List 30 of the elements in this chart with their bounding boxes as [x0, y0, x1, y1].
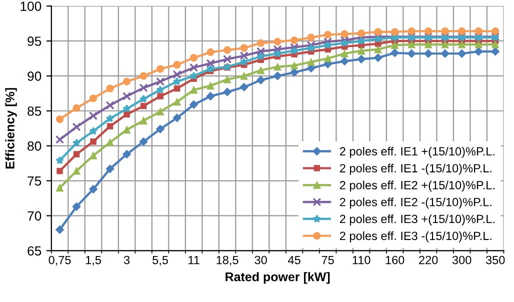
y-tick-label: 70 [28, 211, 42, 221]
y-axis-title: Efficiency [%] [5, 88, 17, 168]
y-tick-label: 75 [28, 176, 42, 186]
x-tick-label: 220 [419, 256, 438, 264]
y-tick-label: 80 [28, 141, 42, 151]
x-tick-label: 45 [288, 256, 300, 264]
x-tick-label: 350 [486, 256, 505, 264]
legend-label: 2 poles eff. IE3 +(15/10)%P.L. [340, 214, 494, 226]
legend-label: 2 poles eff. IE1 +(15/10)%P.L. [340, 146, 494, 158]
x-tick-label: 110 [352, 256, 370, 264]
x-tick-label: 11 [188, 256, 200, 264]
legend-label: 2 poles eff. IE2 -(15/10)%P.L. [340, 198, 492, 209]
x-tick-label: 3 [124, 256, 130, 264]
y-tick-label: 100 [20, 2, 42, 11]
x-tick-label: 1,5 [86, 256, 101, 266]
x-tick-label: 300 [452, 256, 472, 264]
x-tick-label: 30 [254, 256, 267, 264]
x-tick-label: 0,75 [48, 256, 71, 266]
y-tick-label: 95 [28, 36, 42, 46]
legend-label: 2 poles eff. IE1 -(15/10)%P.L. [340, 164, 492, 175]
legend-label: 2 poles eff. IE2 +(15/10)%P.L. [340, 180, 494, 192]
x-axis-title: Rated power [kW] [226, 272, 330, 284]
x-tick-label: 75 [322, 256, 334, 264]
y-tick-label: 85 [28, 106, 42, 116]
x-tick-label: 5,5 [152, 256, 168, 266]
legend-label: 2 poles eff. IE3 -(15/10)%P.L. [340, 231, 492, 242]
x-tick-label: 160 [386, 256, 404, 264]
x-tick-label: 18,5 [216, 256, 238, 266]
y-tick-label: 65 [28, 246, 42, 256]
y-tick-label: 90 [28, 72, 42, 81]
